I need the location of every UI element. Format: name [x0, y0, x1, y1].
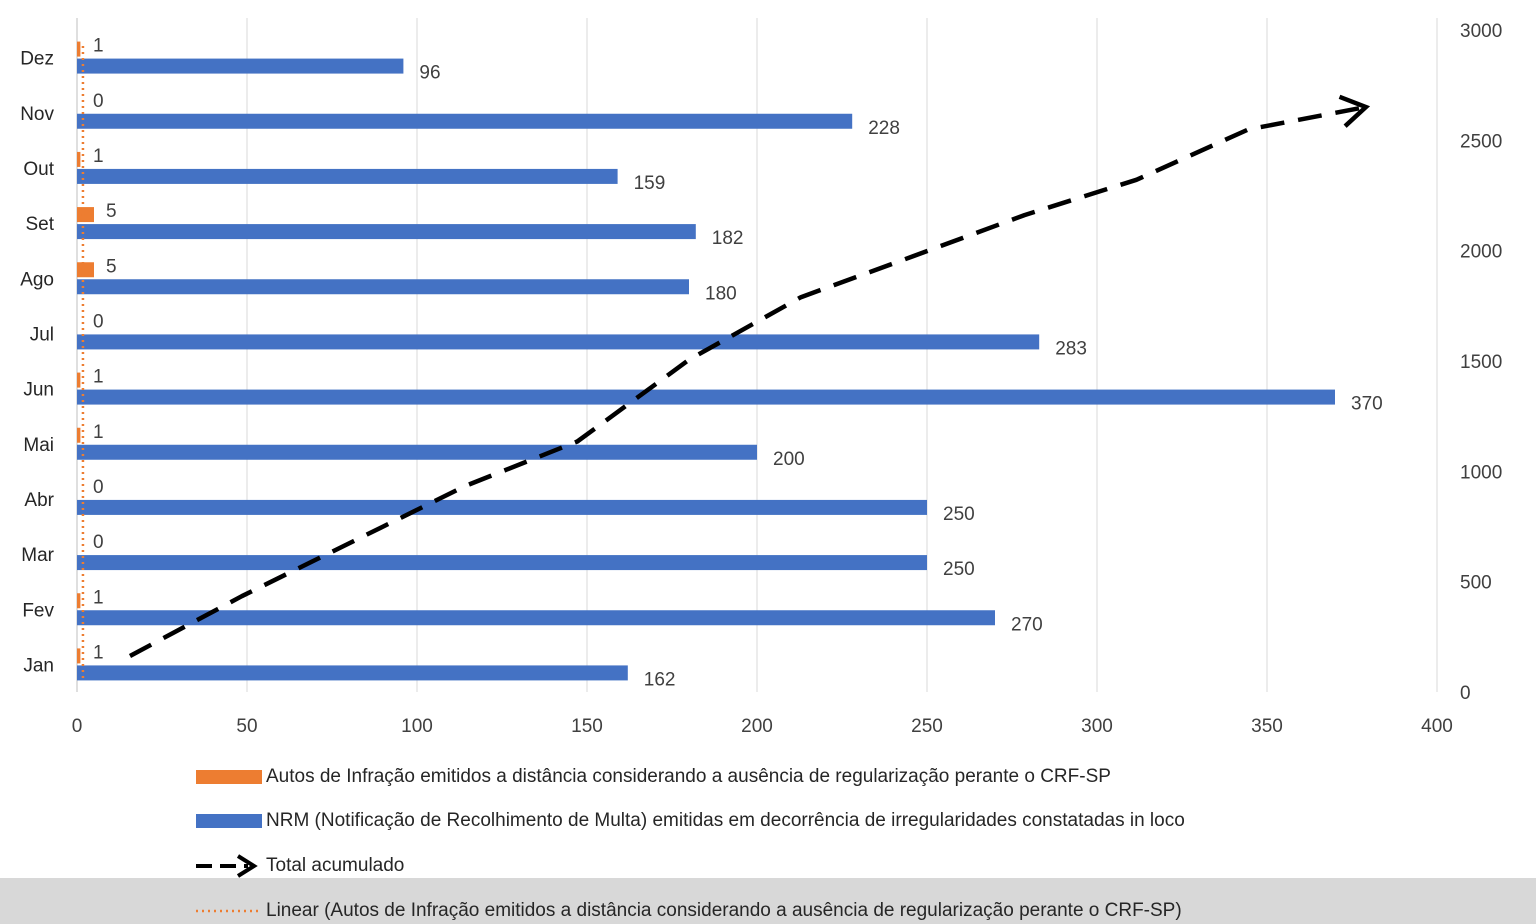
bottom-band — [0, 878, 1536, 924]
secondary-tick-label: 1500 — [1460, 352, 1502, 373]
category-label: Jan — [23, 655, 54, 676]
bar-autos — [77, 372, 81, 388]
category-label: Set — [25, 214, 54, 235]
category-label: Fev — [22, 600, 54, 621]
bar-nrm — [77, 444, 757, 460]
data-label-autos: 5 — [106, 201, 117, 222]
grid-lines — [76, 18, 1438, 692]
x-tick-label: 400 — [1421, 716, 1453, 737]
data-label-nrm: 180 — [705, 283, 737, 304]
bar-autos — [77, 648, 81, 664]
category-label: Jul — [30, 324, 54, 345]
bar-nrm — [77, 389, 1335, 405]
bar-nrm — [77, 279, 689, 295]
data-label-autos: 1 — [93, 36, 104, 57]
bar-nrm — [77, 168, 618, 184]
x-tick-label: 100 — [401, 716, 433, 737]
x-tick-label: 350 — [1251, 716, 1283, 737]
data-label-nrm: 159 — [634, 173, 666, 194]
bar-nrm — [77, 113, 853, 129]
data-label-autos: 1 — [93, 146, 104, 167]
bar-nrm — [77, 58, 404, 74]
bar-autos — [77, 427, 81, 443]
data-label-autos: 5 — [106, 256, 117, 277]
bar-nrm — [77, 334, 1040, 350]
category-label: Dez — [20, 49, 54, 70]
data-label-nrm: 96 — [419, 63, 440, 84]
data-label-nrm: 162 — [644, 669, 676, 690]
bar-nrm — [77, 555, 927, 571]
data-label-nrm: 283 — [1055, 338, 1087, 359]
bar-nrm — [77, 499, 927, 515]
data-label-autos: 1 — [93, 367, 104, 388]
secondary-tick-label: 2500 — [1460, 131, 1502, 152]
total-accumulated-line — [128, 105, 1361, 658]
data-label-autos: 0 — [93, 91, 104, 112]
category-label: Ago — [20, 269, 54, 290]
data-label-nrm: 370 — [1351, 394, 1383, 415]
secondary-tick-label: 1000 — [1460, 462, 1502, 483]
data-labels: 162 1 270 1 250 0 250 0 200 1 370 1 283 0 180 5 182 5 159 1… — [93, 36, 1383, 691]
secondary-tick-label: 500 — [1460, 573, 1492, 594]
bar-autos — [77, 151, 81, 167]
overlay-lines — [81, 46, 1371, 680]
bar-nrm — [77, 224, 696, 240]
x-tick-label: 300 — [1081, 716, 1113, 737]
x-tick-label: 200 — [741, 716, 773, 737]
data-label-nrm: 250 — [943, 504, 975, 525]
data-label-nrm: 228 — [868, 118, 900, 139]
bar-autos — [77, 41, 81, 57]
category-label: Abr — [24, 490, 54, 511]
bar-autos — [77, 262, 94, 278]
data-label-autos: 1 — [93, 642, 104, 663]
data-label-autos: 0 — [93, 477, 104, 498]
secondary-tick-label: 2000 — [1460, 242, 1502, 263]
bar-autos — [77, 207, 94, 223]
data-label-nrm: 270 — [1011, 614, 1043, 635]
total-accumulated-arrowhead — [1338, 94, 1371, 128]
category-label: Nov — [20, 104, 54, 125]
bars — [77, 41, 1335, 681]
data-label-autos: 0 — [93, 532, 104, 553]
x-tick-label: 250 — [911, 716, 943, 737]
category-label: Out — [23, 159, 54, 180]
category-label: Mar — [21, 545, 54, 566]
secondary-tick-label: 3000 — [1460, 21, 1502, 42]
data-label-nrm: 200 — [773, 449, 805, 470]
bar-nrm — [77, 665, 628, 681]
bar-autos — [77, 593, 81, 609]
category-label: Jun — [23, 380, 54, 401]
x-tick-label: 50 — [236, 716, 257, 737]
data-label-autos: 1 — [93, 587, 104, 608]
x-tick-label: 150 — [571, 716, 603, 737]
bar-nrm — [77, 610, 995, 626]
x-tick-label: 0 — [72, 716, 83, 737]
axis-labels: 0 50 100 150 200 250 300 350 4000500100015002000… — [20, 21, 1502, 737]
secondary-tick-label: 0 — [1460, 683, 1471, 704]
data-label-autos: 0 — [93, 311, 104, 332]
category-label: Mai — [23, 435, 54, 456]
data-label-autos: 1 — [93, 422, 104, 443]
data-label-nrm: 250 — [943, 559, 975, 580]
data-label-nrm: 182 — [712, 228, 744, 249]
